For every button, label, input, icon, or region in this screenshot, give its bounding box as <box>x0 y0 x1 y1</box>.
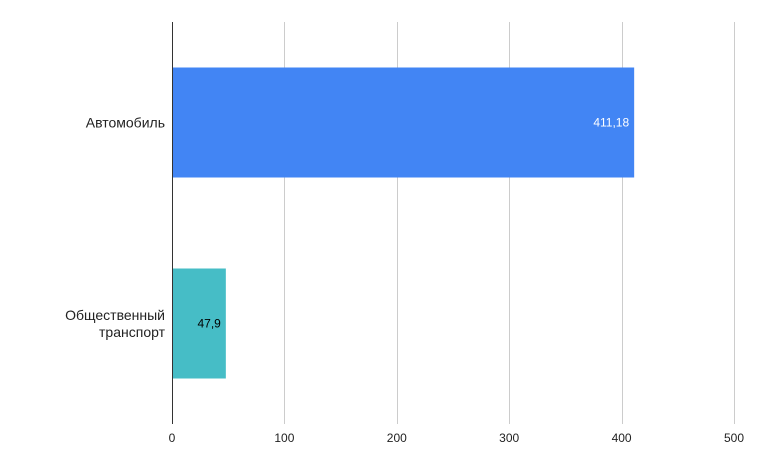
category-label-1: Общественный транспорт <box>65 307 165 340</box>
value-label-0: 411,18 <box>593 116 629 130</box>
x-tick-label-500: 500 <box>724 431 744 445</box>
category-label-line: транспорт <box>99 324 166 340</box>
x-tick-label-200: 200 <box>387 431 407 445</box>
value-label-1: 47,9 <box>197 317 221 331</box>
x-tick-label-100: 100 <box>274 431 294 445</box>
x-tick-label-400: 400 <box>612 431 632 445</box>
value-labels: 411,18 47,9 <box>197 116 629 331</box>
x-axis-ticks: 0 100 200 300 400 500 <box>169 431 745 445</box>
category-labels: Автомобиль Общественный транспорт <box>65 115 165 341</box>
x-tick-label-300: 300 <box>499 431 519 445</box>
category-label-0: Автомобиль <box>86 115 165 131</box>
bar-1 <box>172 268 226 379</box>
x-tick-label-0: 0 <box>169 431 176 445</box>
category-label-line: Автомобиль <box>86 115 165 131</box>
category-label-line: Общественный <box>65 307 165 323</box>
bars <box>172 67 635 379</box>
bar-0 <box>172 67 635 178</box>
